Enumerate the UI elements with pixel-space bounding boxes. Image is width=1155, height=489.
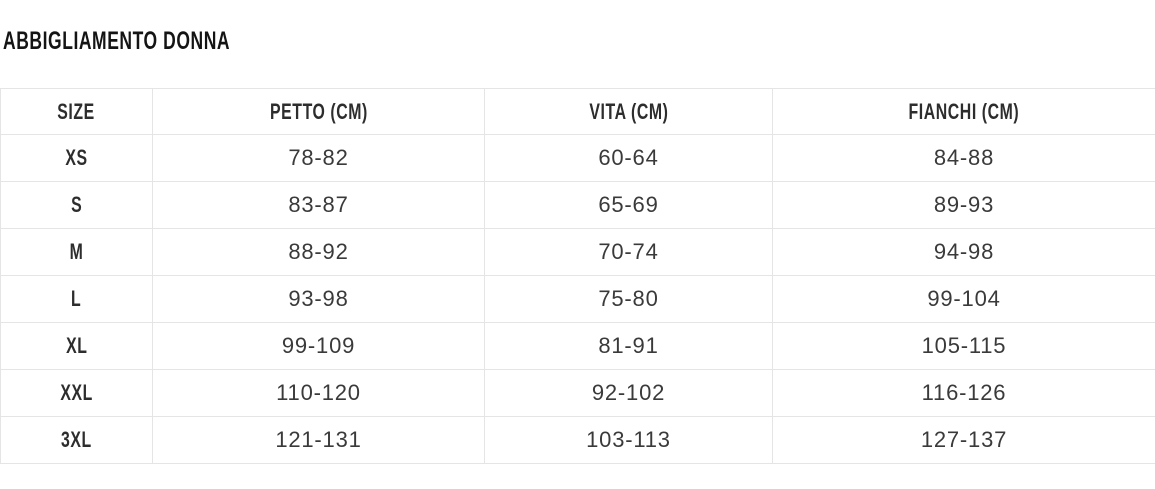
size-chart-header: SIZE PETTO (CM) VITA (CM) FIANCHI (CM) (0, 88, 1155, 135)
column-header-petto: PETTO (CM) (152, 88, 485, 135)
table-row-3xl: 3XL 121-131 103-113 127-137 (0, 416, 1155, 464)
page-title: ABBIGLIAMENTO DONNA (3, 28, 327, 54)
petto-value: 93-98 (152, 275, 485, 323)
size-label: M (0, 228, 153, 276)
petto-value: 83-87 (152, 181, 485, 229)
table-row-xxl: XXL 110-120 92-102 116-126 (0, 369, 1155, 417)
vita-value: 103-113 (484, 416, 773, 464)
fianchi-value: 89-93 (772, 181, 1155, 229)
table-row-xs: XS 78-82 60-64 84-88 (0, 134, 1155, 182)
table-row-m: M 88-92 70-74 94-98 (0, 228, 1155, 276)
size-label-text: S (70, 192, 83, 217)
fianchi-value: 116-126 (772, 369, 1155, 417)
fianchi-value: 99-104 (772, 275, 1155, 323)
size-label: XXL (0, 369, 153, 417)
size-label: 3XL (0, 416, 153, 464)
petto-value: 78-82 (152, 134, 485, 182)
size-label-text: 3XL (61, 427, 92, 452)
table-row-s: S 83-87 65-69 89-93 (0, 181, 1155, 229)
fianchi-value: 127-137 (772, 416, 1155, 464)
size-label-text: L (71, 286, 82, 311)
size-label-text: XXL (60, 380, 93, 405)
size-label-text: M (69, 239, 84, 264)
column-header-vita-label: VITA (CM) (588, 98, 669, 124)
table-row-l: L 93-98 75-80 99-104 (0, 275, 1155, 323)
size-label: XS (0, 134, 153, 182)
column-header-petto-label: PETTO (CM) (269, 98, 368, 124)
column-header-size: SIZE (0, 88, 153, 135)
vita-value: 65-69 (484, 181, 773, 229)
column-header-fianchi: FIANCHI (CM) (772, 88, 1155, 135)
vita-value: 70-74 (484, 228, 773, 276)
column-header-size-label: SIZE (57, 98, 96, 124)
petto-value: 121-131 (152, 416, 485, 464)
column-header-vita: VITA (CM) (484, 88, 773, 135)
column-header-fianchi-label: FIANCHI (CM) (908, 98, 1020, 124)
petto-value: 88-92 (152, 228, 485, 276)
size-label: S (0, 181, 153, 229)
petto-value: 110-120 (152, 369, 485, 417)
page-title-text: ABBIGLIAMENTO DONNA (3, 27, 231, 55)
size-chart-table: SIZE PETTO (CM) VITA (CM) FIANCHI (CM) X… (0, 88, 1155, 464)
vita-value: 81-91 (484, 322, 773, 370)
vita-value: 60-64 (484, 134, 773, 182)
size-label-text: XS (65, 145, 88, 170)
size-label-text: XL (65, 333, 88, 358)
petto-value: 99-109 (152, 322, 485, 370)
fianchi-value: 84-88 (772, 134, 1155, 182)
size-chart-body: XS 78-82 60-64 84-88 S 83-87 65-69 89-93… (0, 134, 1155, 464)
size-label: XL (0, 322, 153, 370)
vita-value: 75-80 (484, 275, 773, 323)
table-row-xl: XL 99-109 81-91 105-115 (0, 322, 1155, 370)
fianchi-value: 105-115 (772, 322, 1155, 370)
size-label: L (0, 275, 153, 323)
fianchi-value: 94-98 (772, 228, 1155, 276)
vita-value: 92-102 (484, 369, 773, 417)
header-row: SIZE PETTO (CM) VITA (CM) FIANCHI (CM) (0, 88, 1155, 135)
